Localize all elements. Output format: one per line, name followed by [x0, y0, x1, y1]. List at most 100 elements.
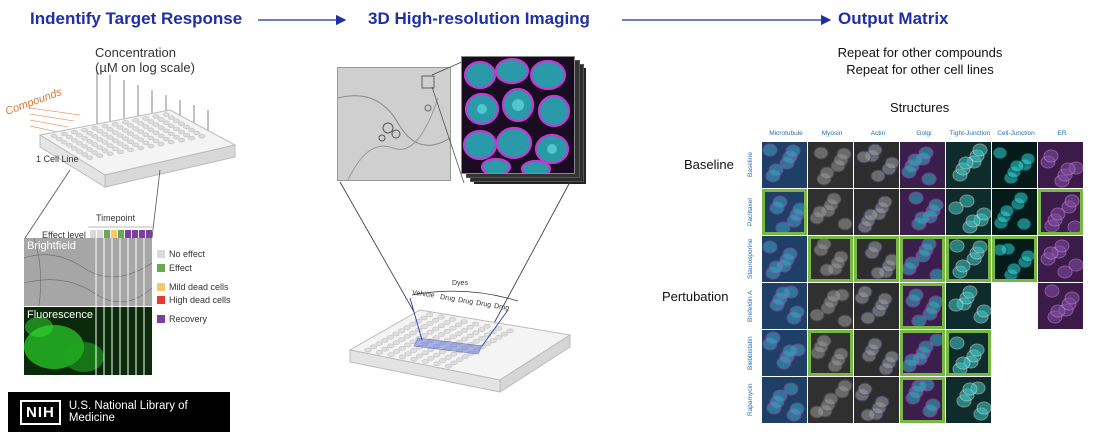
matrix-highlight	[1038, 189, 1083, 235]
plate-well	[71, 146, 78, 151]
plate-well	[375, 341, 383, 346]
timepoint-label: Timepoint	[96, 213, 136, 223]
plate-well	[172, 134, 180, 140]
plate-well	[147, 127, 155, 132]
zoom-lines-middle	[431, 60, 465, 184]
legend-mild-dead: Mild dead cells	[157, 281, 229, 293]
plate-well	[152, 114, 160, 119]
plate-well	[188, 127, 196, 133]
matrix-tile	[854, 377, 899, 423]
plate-well	[387, 343, 395, 349]
concentration-label: Concentration (µM on log scale)	[95, 45, 195, 75]
matrix-tile	[992, 189, 1037, 235]
plate-well	[132, 126, 140, 131]
plate-well	[425, 312, 434, 318]
fluorescence-image-stack	[24, 307, 152, 375]
col-actin: Actin	[870, 130, 886, 137]
plate-well	[162, 112, 170, 117]
plate-well	[381, 346, 389, 352]
matrix-tile	[1038, 142, 1084, 188]
matrix-tile	[946, 330, 991, 376]
plate-well	[466, 324, 474, 330]
plate-well	[420, 315, 428, 321]
plate-well	[410, 356, 418, 362]
col-myosin: Myosin	[821, 130, 843, 137]
plate-well	[101, 124, 109, 129]
dyes-bracket	[411, 290, 519, 302]
plate-well	[460, 319, 468, 324]
plate-well	[157, 117, 165, 122]
plate-well	[472, 330, 480, 335]
plate-well	[448, 317, 457, 322]
plate-well	[489, 338, 497, 343]
matrix-highlight	[808, 236, 853, 282]
plate-well	[137, 129, 145, 134]
plate-well	[96, 145, 104, 150]
plate-well	[142, 124, 150, 129]
plate-well	[450, 351, 458, 357]
plate-well	[375, 350, 384, 355]
plate-well	[198, 134, 206, 139]
legend-swatch	[157, 315, 165, 323]
concentration-line1: Concentration	[95, 45, 176, 60]
plate-well	[433, 361, 441, 367]
matrix-tile	[762, 283, 807, 329]
plate-well	[127, 147, 134, 153]
matrix-tile	[946, 236, 991, 282]
plate-well	[71, 129, 78, 135]
output-image-matrix	[762, 142, 1084, 423]
plate-well	[397, 328, 406, 334]
legend-swatch	[157, 264, 165, 272]
plate-well	[132, 118, 140, 123]
plate-well	[364, 347, 372, 353]
plate-well	[409, 330, 417, 336]
plate-well	[101, 148, 109, 153]
plate-well	[76, 149, 83, 154]
plate-well	[142, 140, 150, 146]
plate-well	[409, 322, 417, 327]
plate-well	[96, 137, 104, 142]
plate-well	[426, 321, 434, 326]
repeat-compounds: Repeat for other compounds	[837, 45, 1003, 60]
plate-well	[178, 138, 185, 143]
plate-well	[142, 132, 150, 137]
row-staurosporine: Staurosporine	[747, 238, 754, 280]
plate-well	[369, 344, 378, 350]
brightfield-label: Brightfield	[27, 240, 76, 252]
plate-well	[438, 349, 446, 355]
plate-well	[76, 141, 83, 146]
nih-org-name: U.S. National Library of Medicine	[68, 400, 188, 424]
plate-well	[450, 360, 458, 366]
plate-well	[101, 132, 109, 137]
legend-no-effect: No effect	[157, 248, 205, 260]
baseline-label: Baseline	[684, 157, 734, 172]
plate-well	[137, 121, 145, 126]
legend-swatch	[157, 250, 165, 258]
plate-well	[96, 129, 104, 134]
plate-well	[183, 132, 191, 138]
matrix-highlight	[808, 330, 853, 376]
plate-well	[495, 335, 503, 340]
plate-well	[444, 355, 452, 360]
plate-well	[86, 139, 94, 144]
plate-well	[127, 131, 134, 136]
plate-well	[495, 326, 503, 331]
matrix-tile	[808, 236, 853, 282]
matrix-tile	[992, 236, 1037, 282]
plate-well	[76, 133, 83, 138]
plate-well	[167, 115, 175, 120]
matrix-tile	[1038, 236, 1084, 282]
plate-well	[86, 131, 94, 136]
plate-well	[421, 359, 430, 364]
plate-well	[65, 143, 73, 148]
brightfield-image-stack	[24, 238, 152, 306]
timepoint-bar	[88, 226, 153, 238]
col-cell-junction: Cell-Junction	[997, 130, 1035, 137]
plate-well	[167, 139, 175, 145]
plate-well	[122, 120, 129, 125]
repeat-notes: Repeat for other compounds Repeat for ot…	[790, 44, 1050, 78]
plate-well	[91, 134, 99, 139]
plate-well	[50, 133, 58, 139]
perturbation-label: Pertubation	[662, 289, 729, 304]
plate-well	[410, 348, 418, 353]
